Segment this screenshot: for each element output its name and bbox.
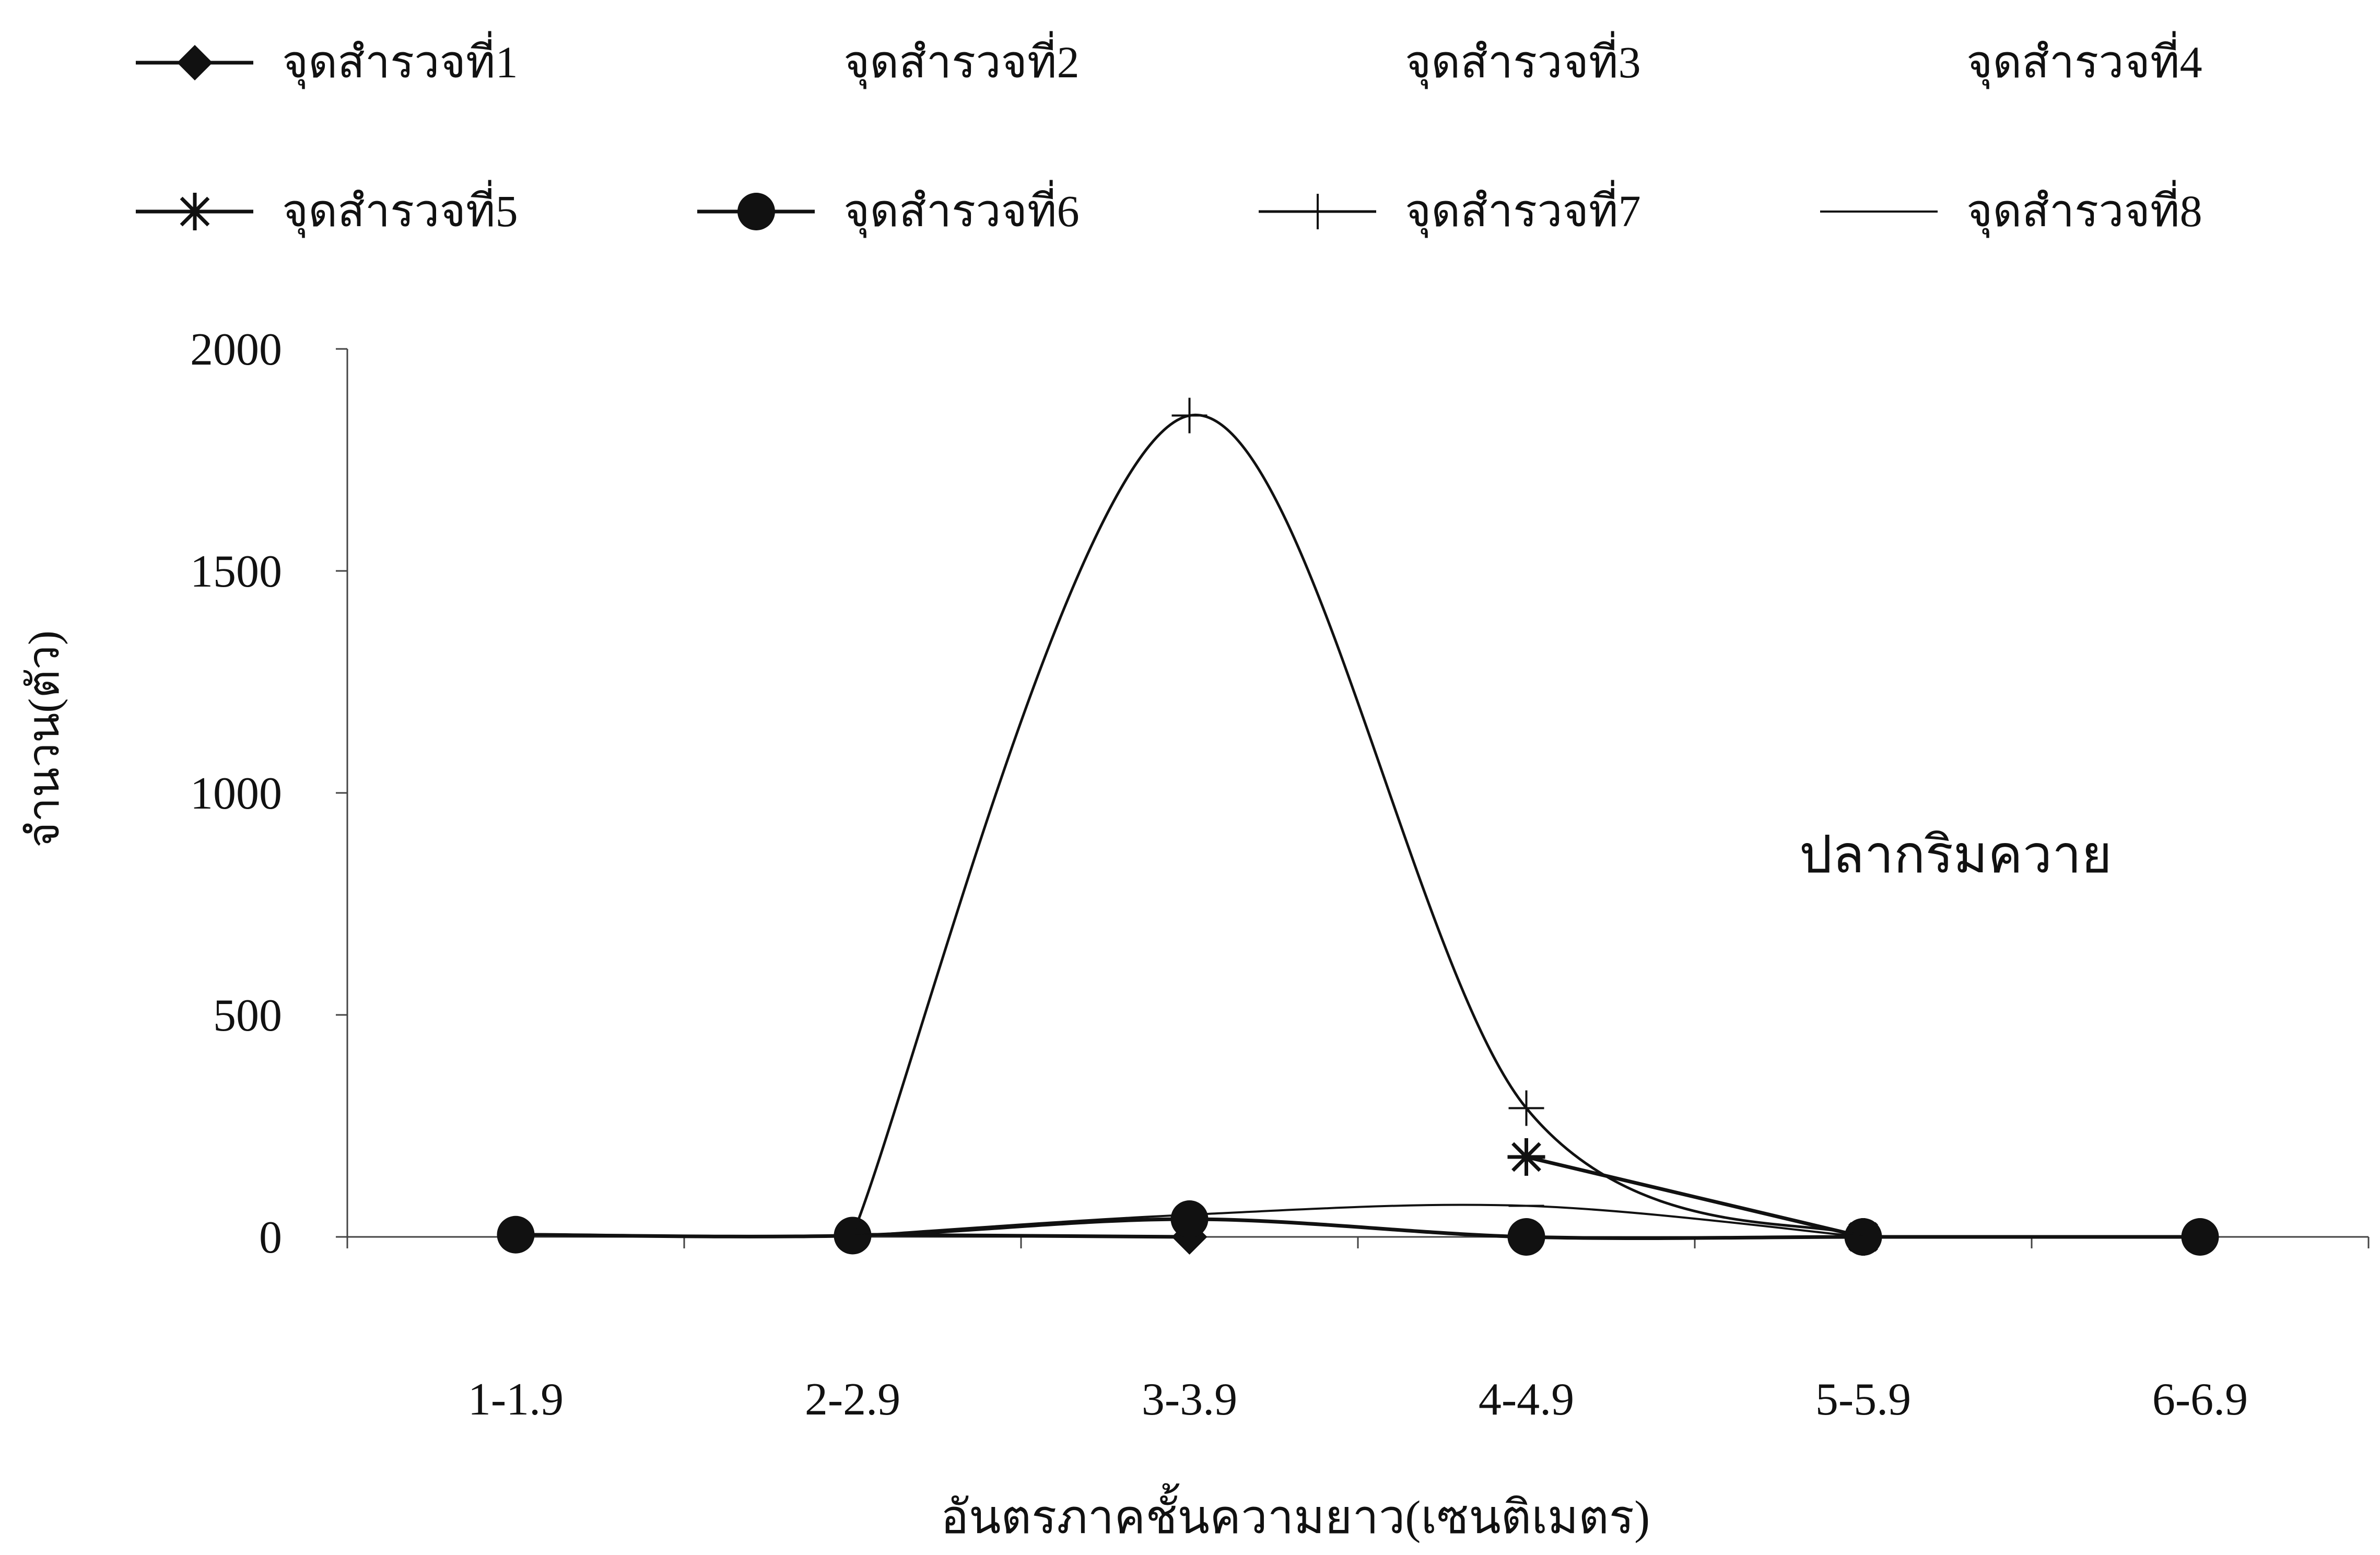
x-tick-label: 6-6.9 — [2152, 1374, 2248, 1425]
x-tick-label: 1-1.9 — [468, 1374, 564, 1425]
legend-marker — [737, 193, 775, 230]
chart-annotation: ปลากริมควาย — [1799, 826, 2112, 884]
x-tick-label: 4-4.9 — [1479, 1374, 1574, 1425]
data-point — [1507, 1138, 1545, 1176]
legend-item: จุดสำรวจที่4 — [1966, 31, 2202, 89]
legend-label: จุดสำรวจที่8 — [1966, 180, 2202, 238]
y-tick-label: 0 — [259, 1212, 282, 1263]
legend-label: จุดสำรวจที่4 — [1966, 31, 2202, 89]
data-point — [1507, 1218, 1545, 1256]
series-8 — [835, 1203, 1881, 1238]
series-7 — [835, 397, 1881, 1255]
legend-label: จุดสำรวจที่1 — [282, 31, 518, 89]
legend-marker — [1300, 194, 1335, 229]
data-point — [497, 1215, 535, 1254]
data-point — [1508, 1090, 1544, 1126]
data-point — [2181, 1218, 2219, 1256]
series-line — [1526, 1155, 1864, 1239]
y-tick-label: 2000 — [190, 324, 282, 375]
x-tick-label: 5-5.9 — [1815, 1374, 1911, 1425]
y-tick-label: 500 — [213, 990, 282, 1041]
legend-marker — [176, 193, 214, 230]
legend-item: จุดสำรวจที่1 — [136, 31, 518, 89]
series-line — [851, 414, 1864, 1238]
legend-item: จุดสำรวจที่8 — [1820, 180, 2202, 238]
series-line — [852, 1203, 1863, 1238]
legend-item: จุดสำรวจที่3 — [1405, 31, 1641, 89]
legend-item: จุดสำรวจที่5 — [136, 180, 518, 238]
x-tick-label: 3-3.9 — [1142, 1374, 1237, 1425]
x-tick-label: 2-2.9 — [805, 1374, 900, 1425]
data-point — [1170, 1200, 1209, 1238]
data-point — [1171, 397, 1207, 434]
legend-label: จุดสำรวจที่7 — [1405, 180, 1641, 238]
y-tick-label: 1500 — [190, 546, 282, 597]
series-layer — [497, 397, 2219, 1256]
legend: จุดสำรวจที่1 จุดสำรวจที่2 จุดสำรวจที่3 จุดส… — [136, 31, 2202, 238]
series-line — [515, 1217, 2200, 1241]
legend-item: จุดสำรวจที่6 — [697, 180, 1080, 238]
legend-label: จุดสำรวจที่6 — [843, 180, 1080, 238]
legend-label: จุดสำรวจที่2 — [843, 31, 1080, 89]
legend-item: จุดสำรวจที่7 — [1259, 180, 1641, 238]
legend-item: จุดสำรวจที่2 — [843, 31, 1080, 89]
x-axis-title: อันตรภาคชั้นความยาว(เซนติเมตร) — [941, 1483, 1650, 1544]
y-axis-title: จำนวน(ตัว) — [20, 630, 68, 848]
legend-label: จุดสำรวจที่3 — [1405, 31, 1641, 89]
axes: 0 500 1000 1500 2000 1-1.9 2-2.9 3-3.9 4-4.9 5-5.… — [190, 324, 2370, 1425]
legend-label: จุดสำรวจที่5 — [282, 180, 518, 238]
y-tick-label: 1000 — [190, 768, 282, 819]
legend-marker — [177, 45, 213, 80]
